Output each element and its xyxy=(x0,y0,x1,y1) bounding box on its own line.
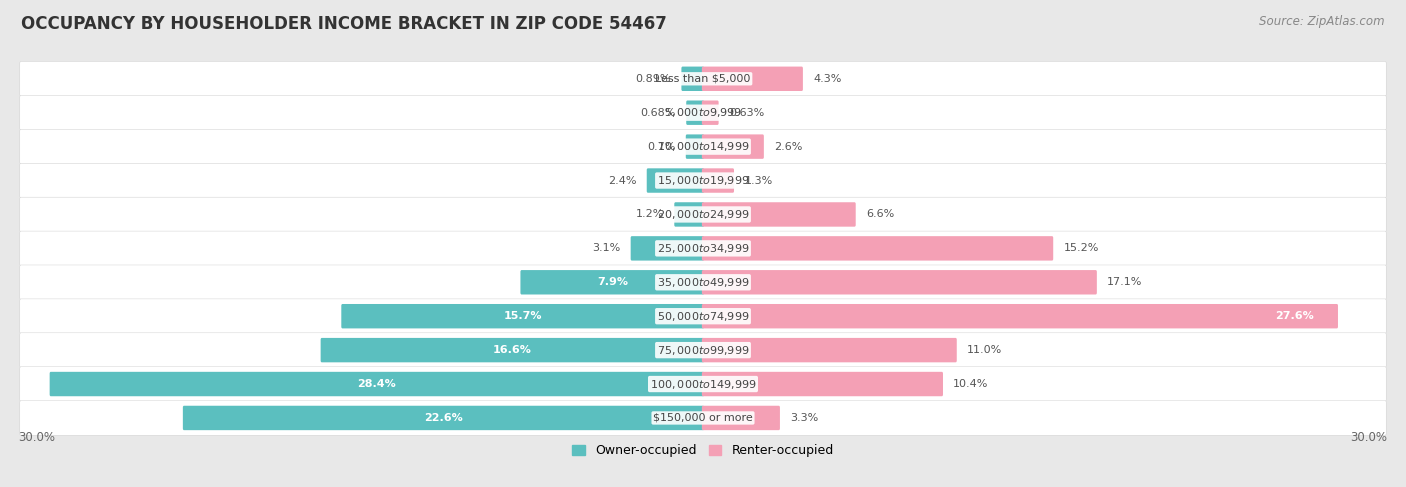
Text: 15.7%: 15.7% xyxy=(503,311,541,321)
Text: 0.63%: 0.63% xyxy=(728,108,765,118)
Text: $35,000 to $49,999: $35,000 to $49,999 xyxy=(657,276,749,289)
Text: 0.89%: 0.89% xyxy=(636,74,671,84)
Text: $25,000 to $34,999: $25,000 to $34,999 xyxy=(657,242,749,255)
FancyBboxPatch shape xyxy=(702,372,943,396)
FancyBboxPatch shape xyxy=(702,100,718,125)
FancyBboxPatch shape xyxy=(20,197,1386,232)
FancyBboxPatch shape xyxy=(675,202,704,226)
Text: 22.6%: 22.6% xyxy=(425,413,463,423)
FancyBboxPatch shape xyxy=(20,231,1386,266)
Text: $100,000 to $149,999: $100,000 to $149,999 xyxy=(650,377,756,391)
Text: 0.68%: 0.68% xyxy=(641,108,676,118)
Text: Source: ZipAtlas.com: Source: ZipAtlas.com xyxy=(1260,15,1385,28)
FancyBboxPatch shape xyxy=(686,100,704,125)
FancyBboxPatch shape xyxy=(20,401,1386,435)
FancyBboxPatch shape xyxy=(686,134,704,159)
FancyBboxPatch shape xyxy=(702,236,1053,261)
Text: 1.3%: 1.3% xyxy=(744,175,772,186)
Text: 1.2%: 1.2% xyxy=(636,209,664,220)
FancyBboxPatch shape xyxy=(702,169,734,193)
FancyBboxPatch shape xyxy=(49,372,704,396)
Text: 28.4%: 28.4% xyxy=(357,379,396,389)
Text: $15,000 to $19,999: $15,000 to $19,999 xyxy=(657,174,749,187)
Text: 30.0%: 30.0% xyxy=(1350,431,1388,444)
FancyBboxPatch shape xyxy=(342,304,704,328)
FancyBboxPatch shape xyxy=(702,270,1097,295)
FancyBboxPatch shape xyxy=(702,406,780,430)
Text: 4.3%: 4.3% xyxy=(813,74,842,84)
FancyBboxPatch shape xyxy=(520,270,704,295)
FancyBboxPatch shape xyxy=(20,367,1386,401)
Text: $20,000 to $24,999: $20,000 to $24,999 xyxy=(657,208,749,221)
Text: 16.6%: 16.6% xyxy=(494,345,531,355)
Text: 17.1%: 17.1% xyxy=(1107,277,1143,287)
Text: 6.6%: 6.6% xyxy=(866,209,894,220)
FancyBboxPatch shape xyxy=(20,299,1386,334)
FancyBboxPatch shape xyxy=(702,134,763,159)
FancyBboxPatch shape xyxy=(20,61,1386,96)
Text: 10.4%: 10.4% xyxy=(953,379,988,389)
Text: 0.7%: 0.7% xyxy=(647,142,675,151)
FancyBboxPatch shape xyxy=(20,95,1386,130)
FancyBboxPatch shape xyxy=(631,236,704,261)
FancyBboxPatch shape xyxy=(183,406,704,430)
Text: $10,000 to $14,999: $10,000 to $14,999 xyxy=(657,140,749,153)
FancyBboxPatch shape xyxy=(321,338,704,362)
FancyBboxPatch shape xyxy=(20,333,1386,367)
FancyBboxPatch shape xyxy=(20,130,1386,164)
FancyBboxPatch shape xyxy=(647,169,704,193)
Text: 3.3%: 3.3% xyxy=(790,413,818,423)
FancyBboxPatch shape xyxy=(702,67,803,91)
Text: Less than $5,000: Less than $5,000 xyxy=(655,74,751,84)
Text: 2.4%: 2.4% xyxy=(607,175,637,186)
Text: 15.2%: 15.2% xyxy=(1063,244,1099,253)
FancyBboxPatch shape xyxy=(20,163,1386,198)
Text: 2.6%: 2.6% xyxy=(775,142,803,151)
Text: 7.9%: 7.9% xyxy=(596,277,628,287)
Text: 30.0%: 30.0% xyxy=(18,431,56,444)
Text: 3.1%: 3.1% xyxy=(592,244,620,253)
FancyBboxPatch shape xyxy=(682,67,704,91)
Text: $5,000 to $9,999: $5,000 to $9,999 xyxy=(664,106,742,119)
Text: 11.0%: 11.0% xyxy=(967,345,1002,355)
FancyBboxPatch shape xyxy=(20,265,1386,300)
FancyBboxPatch shape xyxy=(702,338,956,362)
Text: OCCUPANCY BY HOUSEHOLDER INCOME BRACKET IN ZIP CODE 54467: OCCUPANCY BY HOUSEHOLDER INCOME BRACKET … xyxy=(21,15,666,33)
Text: $150,000 or more: $150,000 or more xyxy=(654,413,752,423)
Text: 27.6%: 27.6% xyxy=(1275,311,1313,321)
FancyBboxPatch shape xyxy=(702,202,856,226)
Text: $75,000 to $99,999: $75,000 to $99,999 xyxy=(657,344,749,356)
Legend: Owner-occupied, Renter-occupied: Owner-occupied, Renter-occupied xyxy=(568,439,838,463)
FancyBboxPatch shape xyxy=(702,304,1339,328)
Text: $50,000 to $74,999: $50,000 to $74,999 xyxy=(657,310,749,323)
